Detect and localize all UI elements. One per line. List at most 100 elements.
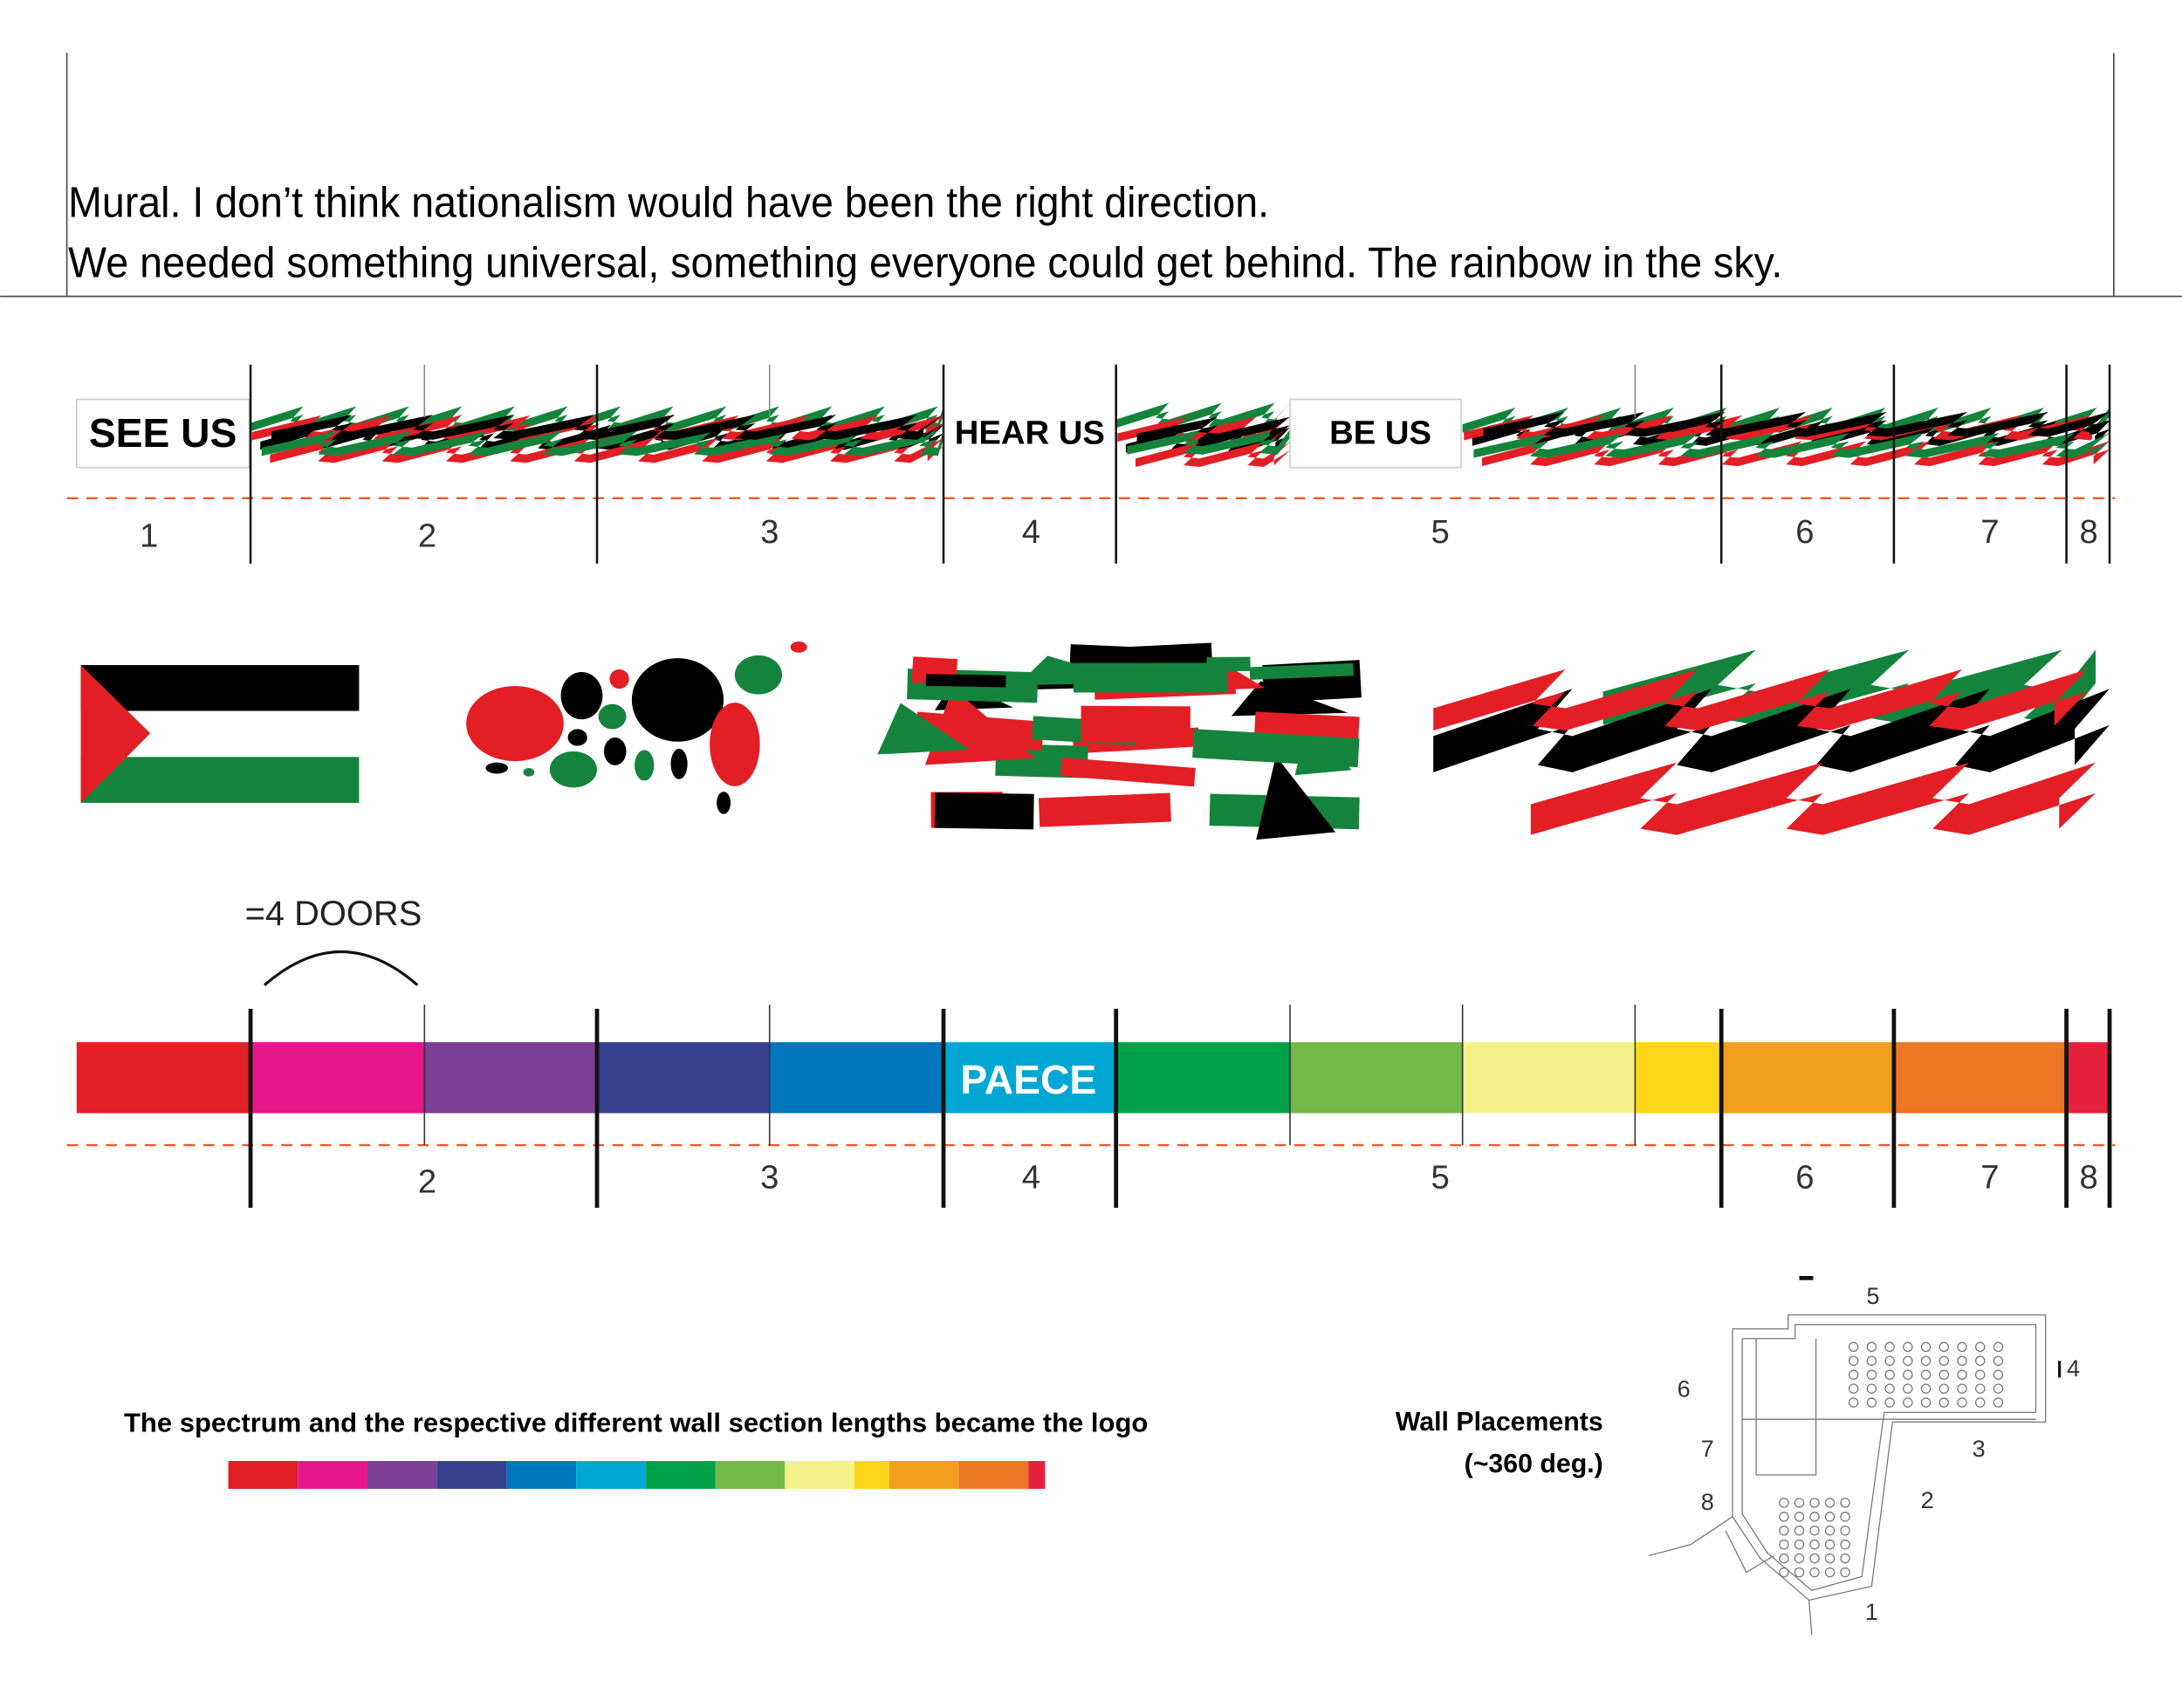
logo-segment <box>1028 1461 1046 1489</box>
flag-stripe <box>80 665 360 711</box>
seat <box>1779 1539 1789 1550</box>
blob-study <box>466 641 807 814</box>
seat <box>1794 1498 1805 1508</box>
flag-triangle <box>80 665 151 803</box>
seat <box>1957 1383 1967 1394</box>
spectrum-word: PAECE <box>960 1057 1096 1102</box>
seat <box>1903 1341 1913 1353</box>
seat <box>1903 1369 1913 1380</box>
spectrum-segment <box>2066 1042 2110 1114</box>
plan-line <box>1808 1600 1813 1636</box>
panel-box <box>944 399 1115 468</box>
seat <box>1866 1369 1877 1380</box>
blob <box>603 737 627 765</box>
wall-numbers: 1 2 3 4 5 6 7 8 <box>1678 1282 2080 1625</box>
seat <box>1957 1341 1967 1353</box>
shard <box>1231 681 1348 717</box>
plan-line <box>1732 1314 2047 1602</box>
blob <box>635 750 655 781</box>
logo-caption: The spectrum and the respective differen… <box>124 1410 1148 1438</box>
seat <box>1903 1383 1913 1394</box>
section-number: 7 <box>1980 513 1999 551</box>
seat <box>1779 1512 1789 1522</box>
seat <box>1779 1498 1789 1508</box>
section-number: 8 <box>2079 513 2097 551</box>
shard <box>1038 792 1171 827</box>
logo-segment <box>854 1461 889 1489</box>
seat <box>1794 1553 1805 1564</box>
blob <box>598 703 627 730</box>
doors-arc <box>263 950 419 986</box>
seat <box>1975 1341 1986 1353</box>
seat <box>1903 1397 1913 1408</box>
logo-segment <box>298 1461 367 1489</box>
section-number: 4 <box>1022 1159 1040 1197</box>
blob <box>549 751 598 788</box>
seat <box>1809 1525 1820 1536</box>
shard <box>1256 756 1336 840</box>
panel-text: SEE US <box>89 410 237 456</box>
seat <box>1866 1397 1877 1408</box>
bolt <box>1136 416 1290 442</box>
blob <box>560 672 603 720</box>
intro-line: Mural. I don’t think nationalism would h… <box>68 179 1269 227</box>
seat <box>1848 1369 1859 1380</box>
seat <box>1975 1397 1986 1408</box>
seat <box>1993 1341 2004 1353</box>
logo-segment <box>576 1461 646 1489</box>
seat <box>1824 1539 1835 1550</box>
seat <box>1957 1397 1967 1408</box>
blob <box>790 641 807 653</box>
section-number: 2 <box>418 518 436 555</box>
logo-segment <box>785 1461 854 1489</box>
section-number: 6 <box>1795 1159 1814 1197</box>
blob <box>631 658 724 742</box>
section-number: 2 <box>418 1163 436 1200</box>
bolt <box>1433 669 2088 731</box>
wall-number: 8 <box>1701 1488 1714 1515</box>
seat <box>1920 1397 1932 1408</box>
seat <box>1809 1553 1820 1564</box>
bolt <box>1115 402 1290 429</box>
blob <box>609 669 629 689</box>
seat <box>1920 1355 1932 1366</box>
seat <box>1779 1525 1789 1536</box>
seat <box>1848 1341 1859 1353</box>
flag-stripe <box>80 757 360 803</box>
plan-line <box>1649 1516 1733 1557</box>
seat <box>1993 1355 2004 1366</box>
spectrum-segment <box>1462 1042 1636 1114</box>
shard <box>1081 705 1190 743</box>
section-numbers: 1 2 3 4 5 6 7 8 <box>140 513 2098 555</box>
shard <box>1192 729 1360 768</box>
doors-note: =4 DOORS <box>245 895 422 933</box>
blob <box>717 792 731 814</box>
bolt <box>1483 411 2110 437</box>
seat <box>1957 1369 1967 1380</box>
seat <box>1824 1512 1835 1522</box>
seat <box>1809 1498 1820 1508</box>
logo-segment <box>889 1461 959 1489</box>
bolt-study <box>1433 649 2110 835</box>
bolt <box>1136 442 1290 467</box>
spectrum-segment <box>76 1042 251 1114</box>
seat <box>1884 1369 1895 1380</box>
spectrum-segment <box>1893 1042 2067 1114</box>
blob <box>485 762 508 774</box>
seat <box>1840 1512 1850 1522</box>
section-number: 1 <box>140 518 158 555</box>
seat <box>1848 1397 1859 1408</box>
seat <box>1884 1341 1895 1353</box>
mural-strip <box>250 402 2110 467</box>
spectrum-segment <box>943 1042 1116 1114</box>
bolt <box>1481 441 2110 467</box>
logo-segment <box>645 1461 716 1489</box>
seat <box>1794 1525 1805 1536</box>
wall-number: 5 <box>1866 1282 1879 1309</box>
panel-box <box>75 398 250 469</box>
seat <box>1920 1369 1932 1380</box>
dividers <box>248 1005 2112 1208</box>
panel-box <box>1289 398 1462 469</box>
seat <box>1993 1397 2004 1408</box>
